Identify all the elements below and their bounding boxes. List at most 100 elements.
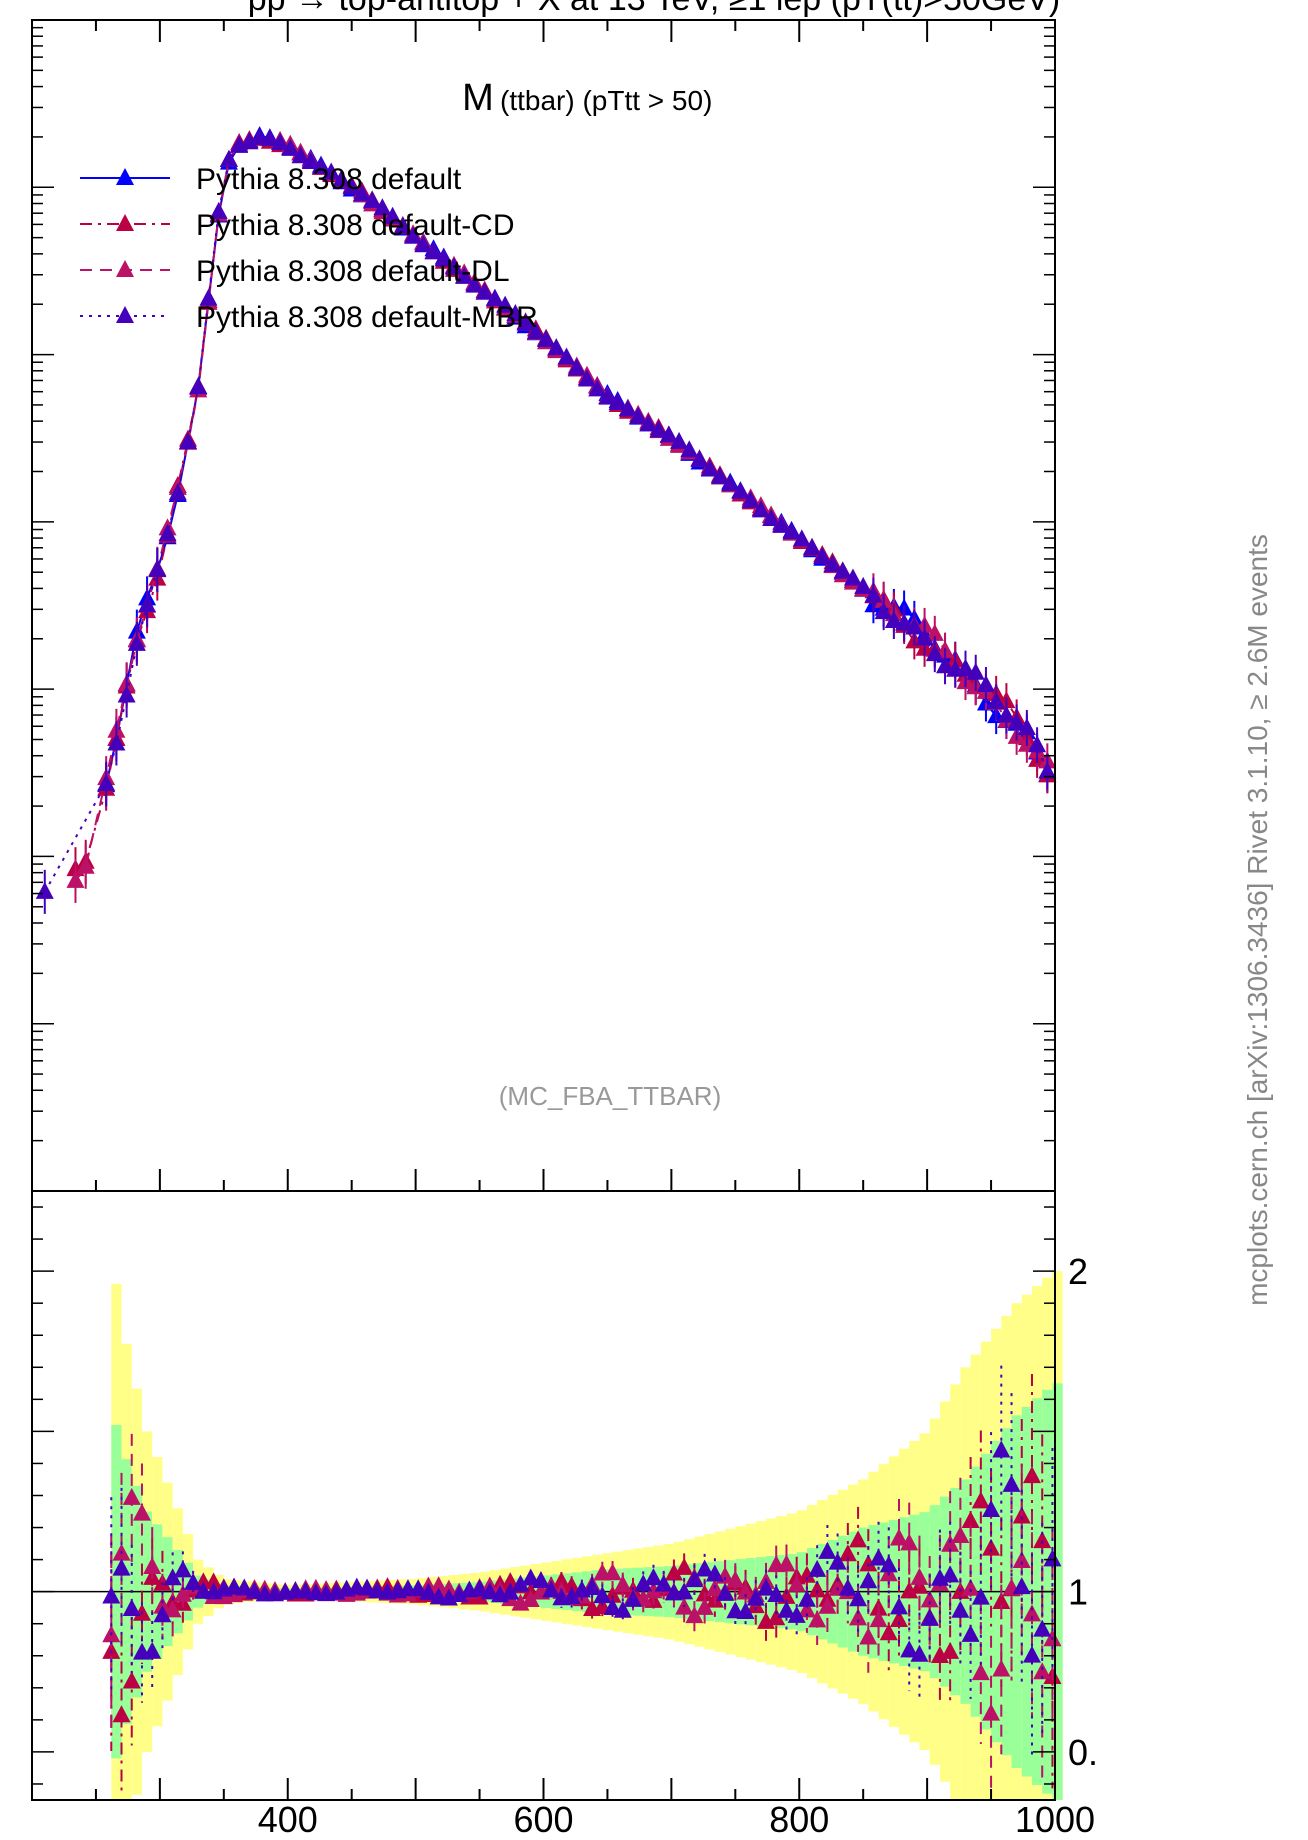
series-line-mbr bbox=[43, 136, 1049, 893]
ratio-point-mbr bbox=[583, 1578, 602, 1596]
ratio-point-mbr bbox=[1033, 1619, 1052, 1637]
legend-label-dl: Pythia 8.308 default-DL bbox=[196, 255, 510, 288]
ratio-point-cd bbox=[797, 1565, 816, 1583]
ratio-point-cd bbox=[859, 1554, 878, 1572]
data-point-mbr bbox=[107, 733, 126, 751]
ratio-point-cd bbox=[849, 1530, 868, 1548]
data-point-mbr bbox=[700, 459, 719, 477]
ratio-point-dl bbox=[695, 1597, 714, 1615]
ratio-point-mbr bbox=[685, 1570, 704, 1588]
ratio-point-dl bbox=[961, 1578, 980, 1596]
ratio-point-dl bbox=[173, 1584, 192, 1602]
data-point-mbr bbox=[854, 576, 873, 594]
data-point-mbr bbox=[895, 613, 914, 631]
ratio-point-mbr bbox=[767, 1584, 786, 1602]
ratio-point-dl bbox=[787, 1574, 806, 1592]
ratio-point-cd bbox=[501, 1572, 520, 1590]
data-point-mbr bbox=[35, 881, 54, 899]
series-line-cd bbox=[74, 137, 1049, 870]
ratio-point-dl bbox=[777, 1554, 796, 1572]
ratio-point-mbr bbox=[787, 1605, 806, 1623]
chart-title-main: M bbox=[462, 77, 494, 119]
ratio-series-mbr bbox=[102, 1365, 1062, 1758]
ratio-point-cd bbox=[961, 1510, 980, 1528]
legend-label-mbr: Pythia 8.308 default-MBR bbox=[196, 301, 538, 334]
data-point-mbr bbox=[577, 369, 596, 387]
ratio-point-dl bbox=[613, 1575, 632, 1593]
ratio-point-cd bbox=[879, 1623, 898, 1641]
data-point-dl bbox=[66, 870, 85, 888]
data-point-mbr bbox=[311, 156, 330, 174]
data-point-mbr bbox=[915, 628, 934, 646]
ratio-point-mbr bbox=[716, 1583, 735, 1601]
data-point-mbr bbox=[291, 146, 310, 164]
data-point-mbr bbox=[148, 559, 167, 577]
ratio-point-mbr bbox=[511, 1574, 530, 1592]
data-point-mbr bbox=[731, 481, 750, 499]
data-point-mbr bbox=[260, 128, 279, 146]
ratio-point-dl bbox=[889, 1528, 908, 1546]
ratio-point-mbr bbox=[112, 1558, 131, 1576]
ratio-point-mbr bbox=[951, 1600, 970, 1618]
ratio-point-mbr bbox=[961, 1624, 980, 1642]
ratio-point-dl bbox=[644, 1581, 663, 1599]
ratio-point-mbr bbox=[900, 1640, 919, 1658]
ratio-point-cd bbox=[767, 1608, 786, 1626]
data-point-mbr bbox=[475, 282, 494, 300]
ratio-point-cd bbox=[900, 1581, 919, 1599]
data-point-mbr bbox=[823, 554, 842, 572]
data-point-mbr bbox=[179, 432, 198, 450]
data-point-mbr bbox=[598, 387, 617, 405]
x-tick-label: 1000 bbox=[1015, 1799, 1095, 1839]
data-point-mbr bbox=[741, 490, 760, 508]
data-point-mbr bbox=[925, 644, 944, 662]
data-point-mbr bbox=[557, 347, 576, 365]
ratio-point-mbr bbox=[828, 1552, 847, 1570]
series-mbr bbox=[35, 127, 1057, 914]
data-point-mbr bbox=[864, 585, 883, 603]
ratio-point-mbr bbox=[480, 1582, 499, 1600]
ratio-y-tick-label: 0. bbox=[1068, 1732, 1098, 1773]
legend-label-cd: Pythia 8.308 default-CD bbox=[196, 209, 515, 242]
ratio-point-dl bbox=[941, 1534, 960, 1552]
band-inner bbox=[1052, 1383, 1063, 1800]
data-point-dl bbox=[76, 856, 95, 874]
data-point-mbr bbox=[496, 295, 515, 313]
data-point-mbr bbox=[404, 226, 423, 244]
ratio-point-dl bbox=[603, 1563, 622, 1581]
data-point-mbr bbox=[639, 414, 658, 432]
ratio-point-cd bbox=[204, 1572, 223, 1590]
data-point-mbr bbox=[567, 358, 586, 376]
ratio-y-tick-label: 1 bbox=[1068, 1572, 1088, 1613]
data-point-mbr bbox=[936, 656, 955, 674]
data-point-mbr bbox=[424, 242, 443, 260]
data-point-mbr bbox=[393, 216, 412, 234]
data-point-mbr bbox=[782, 522, 801, 540]
data-point-mbr bbox=[976, 674, 995, 692]
ratio-point-dl bbox=[736, 1582, 755, 1600]
data-point-mbr bbox=[762, 508, 781, 526]
ratio-point-mbr bbox=[910, 1644, 929, 1662]
ratio-point-mbr bbox=[143, 1641, 162, 1659]
data-point-mbr bbox=[434, 249, 453, 267]
ratio-point-cd bbox=[664, 1563, 683, 1581]
chart-title-sub: (ttbar) (pTtt > 50) bbox=[500, 85, 712, 116]
data-point-mbr bbox=[629, 406, 648, 424]
data-point-mbr bbox=[414, 235, 433, 253]
ratio-point-mbr bbox=[409, 1579, 428, 1597]
data-point-mbr bbox=[516, 313, 535, 331]
ratio-point-mbr bbox=[879, 1555, 898, 1573]
ratio-point-dl bbox=[808, 1610, 827, 1628]
ratio-point-mbr bbox=[102, 1586, 121, 1604]
ratio-point-mbr bbox=[757, 1578, 776, 1596]
ratio-point-mbr bbox=[501, 1582, 520, 1600]
data-point-mbr bbox=[772, 515, 791, 533]
ratio-point-mbr bbox=[777, 1600, 796, 1618]
data-point-mbr bbox=[884, 610, 903, 628]
ratio-point-mbr bbox=[593, 1586, 612, 1604]
data-point-mbr bbox=[987, 691, 1006, 709]
chart-top-title: pp → top-antitop + X at 13 TeV, ≥1 lep (… bbox=[248, 0, 1060, 18]
data-point-mbr bbox=[506, 304, 525, 322]
ratio-point-mbr bbox=[613, 1600, 632, 1618]
